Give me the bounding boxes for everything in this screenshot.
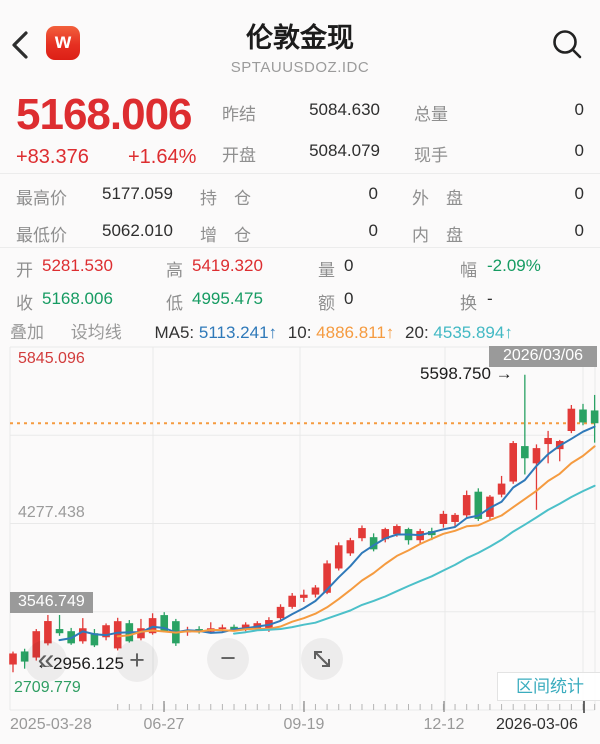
open-interest-label: 持 仓 (200, 189, 251, 208)
week-range-label: 幅 (460, 261, 477, 280)
week-volume-label: 量 (318, 261, 335, 280)
current-hand-label: 现手 (414, 146, 448, 165)
week-open-label: 开 (16, 261, 33, 280)
expand-button[interactable] (301, 638, 343, 680)
week-volume-value: 0 (344, 256, 354, 275)
search-icon (553, 30, 582, 59)
week-amount-label: 额 (318, 294, 335, 313)
price-badge: 3546.749 (10, 592, 93, 613)
x-axis-label-0: 2025-03-28 (10, 716, 92, 733)
y-axis-label-bottom: 2709.779 (14, 679, 81, 696)
wind-app-logo[interactable]: w (46, 26, 80, 60)
position-change-label: 增 仓 (200, 226, 251, 245)
ma5-line (58, 425, 596, 642)
week-high-value: 5419.320 (192, 256, 263, 275)
open-label: 开盘 (222, 146, 256, 165)
high-price-value: 5177.059 (102, 184, 173, 203)
overlay-button[interactable]: 叠加 (10, 323, 44, 342)
ma20-label: 20: (405, 323, 429, 342)
back-chevron-icon (12, 31, 28, 59)
prev-settle-value: 5084.630 (309, 100, 380, 119)
axis-ticks (117, 700, 596, 713)
open-value: 5084.079 (309, 141, 380, 160)
week-high-label: 高 (166, 261, 183, 280)
prev-settle-label: 昨结 (222, 105, 256, 124)
x-axis-label-1: 06-27 (143, 716, 185, 733)
logo-letter: w (54, 30, 72, 53)
x-axis-label-2: 09-19 (283, 716, 325, 733)
divider (0, 247, 600, 248)
date-badge: 2026/03/06 (489, 346, 597, 367)
low-annotation: ←2956.125 (36, 654, 124, 673)
ma5-label: MA5: (154, 323, 195, 342)
price-change-pct: +1.64% (128, 146, 197, 168)
zoom-out-button[interactable]: − (207, 638, 249, 680)
zoom-in-button[interactable]: + (116, 640, 158, 682)
week-turnover-value: - (487, 289, 493, 308)
week-close-label: 收 (16, 294, 33, 313)
inner-disc-label: 内 盘 (412, 226, 463, 245)
page-title: 伦敦金现 (246, 23, 354, 53)
y-axis-label-top: 5845.096 (18, 350, 85, 367)
outer-disc-value: 0 (574, 184, 584, 203)
ma20-value: 4535.894↑ (433, 323, 513, 342)
ma-toolbar: 叠加 设均线 MA5: 5113.241↑ 10: 4886.811↑ 20: … (10, 318, 519, 343)
inner-disc-value: 0 (574, 221, 584, 240)
y-axis-label-mid: 4277.438 (18, 504, 85, 521)
back-button[interactable] (6, 28, 36, 62)
ma10-line (116, 445, 596, 638)
last-price: 5168.006 (16, 90, 193, 139)
low-price-value: 5062.010 (102, 221, 173, 240)
low-price-label: 最低价 (16, 226, 67, 245)
search-button[interactable] (549, 27, 585, 63)
range-stats-button[interactable]: 区间统计 (497, 672, 600, 701)
current-hand-value: 0 (574, 141, 584, 160)
divider (0, 173, 600, 174)
ma5-value: 5113.241↑ (198, 323, 278, 342)
week-low-value: 4995.475 (192, 289, 263, 308)
week-close-value: 5168.006 (42, 289, 113, 308)
x-axis-label-4: 2026-03-06 (496, 716, 578, 733)
outer-disc-label: 外 盘 (412, 189, 463, 208)
set-ma-button[interactable]: 设均线 (70, 323, 122, 342)
total-volume-label: 总量 (414, 105, 448, 124)
high-annotation: 5598.750 → (420, 364, 513, 383)
ma20-line (233, 484, 596, 635)
week-open-value: 5281.530 (42, 256, 113, 275)
ma10-label: 10: (287, 323, 312, 342)
price-change: +83.376 (16, 146, 89, 168)
week-turnover-label: 换 (460, 294, 477, 313)
total-volume-value: 0 (574, 100, 584, 119)
open-interest-value: 0 (368, 184, 378, 203)
symbol-code: SPTAUUSDOZ.IDC (230, 59, 370, 76)
rewind-button[interactable]: « (25, 640, 67, 682)
ma10-value: 4886.811↑ (316, 323, 395, 342)
candles-layer (9, 374, 599, 673)
position-change-value: 0 (368, 221, 378, 240)
high-price-label: 最高价 (16, 189, 67, 208)
week-amount-value: 0 (344, 289, 354, 308)
week-low-label: 低 (166, 294, 183, 313)
expand-icon (314, 651, 330, 667)
x-axis-label-3: 12-12 (423, 716, 465, 733)
week-range-value: -2.09% (487, 256, 541, 275)
